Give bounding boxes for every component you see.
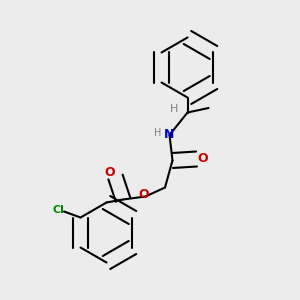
Text: O: O: [104, 166, 115, 179]
Text: O: O: [139, 188, 149, 202]
Text: H: H: [170, 104, 178, 115]
Text: H: H: [154, 128, 161, 139]
Text: N: N: [164, 128, 175, 142]
Text: O: O: [197, 152, 208, 166]
Text: Cl: Cl: [52, 205, 64, 215]
